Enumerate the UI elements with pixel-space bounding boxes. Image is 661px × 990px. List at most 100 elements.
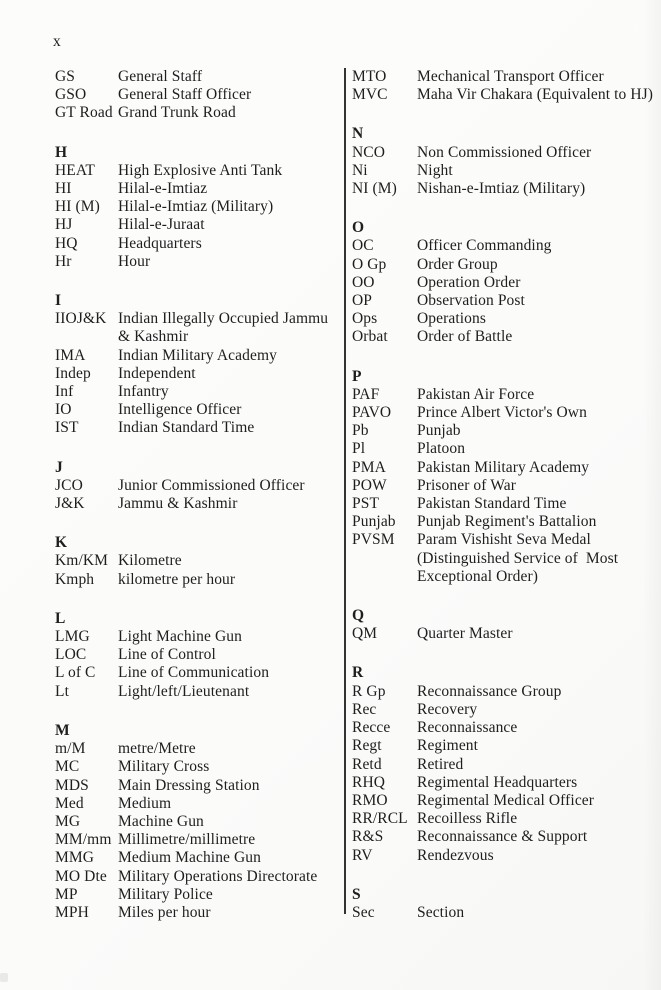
glossary-entry: GSO General Staff Officer [55,86,341,104]
glossary-entry: Rec Recovery [352,701,658,719]
abbreviation: Recce [352,719,391,737]
abbreviation: JCO [55,476,83,494]
glossary-entry: HI Hilal-e-Imtiaz [55,180,341,198]
definition: Headquarters [118,234,202,252]
glossary-entry: RHQ Regimental Headquarters [352,774,658,792]
glossary-section: GS General Staff GSO General Staff Officer G… [55,68,341,123]
section-header: M [55,721,70,739]
glossary-entry: OO Operation Order [352,274,658,292]
abbreviation: PAVO [352,404,392,422]
definition: Reconnaissance & Support [417,828,588,846]
abbreviation: Med [55,794,84,812]
abbreviation: LMG [55,628,90,646]
definition: Quarter Master [417,625,513,643]
glossary-entry: Kmph kilometre per hour [55,571,341,589]
abbreviation: IST [55,419,79,437]
abbreviation: PMA [352,458,386,476]
glossary-entry: IO Intelligence Officer [55,401,341,419]
glossary-entry: OC Officer Commanding [352,237,658,255]
abbreviation: Lt [55,682,69,700]
definition: General Staff Officer [118,86,252,104]
abbreviation: MG [55,812,81,830]
glossary-section: L LMG Light Machine Gun LOC Line of Control L… [55,610,341,701]
abbreviation: L of C [55,664,96,682]
definition: Recoilless Rifle [417,810,518,828]
glossary-entry: IIOJ&K Indian Illegally Occupied Jammu & … [55,310,341,346]
section-header: Q [352,607,365,625]
glossary-entry: MMG Medium Machine Gun [55,849,341,867]
glossary-entry: MM/mm Millimetre/millimetre [55,831,341,849]
definition: Light/left/Lieutenant [118,682,250,700]
glossary-entry: Ni Night [352,162,658,180]
abbreviation: HI (M) [55,198,100,216]
abbreviation: RV [352,846,373,864]
abbreviation: NCO [352,143,386,161]
abbreviation: Hr [55,252,72,270]
definition: Platoon [417,440,466,458]
glossary-entry: PST Pakistan Standard Time [352,495,658,513]
abbreviation: RMO [352,791,388,809]
glossary-section: K Km/KM Kilometre Kmph kilometre per hour [55,534,341,589]
definition: Rendezvous [417,846,494,864]
glossary-entry: NI (M) Nishan-e-Imtiaz (Military) [352,180,658,198]
definition: Pakistan Standard Time [417,495,567,513]
abbreviation: GSO [55,86,87,104]
definition: Pakistan Military Academy [417,458,590,476]
abbreviation: MVC [352,86,388,104]
abbreviation: R Gp [352,682,386,700]
definition: Hour [118,252,151,270]
abbreviation: MP [55,885,78,903]
glossary-entry: NCO Non Commissioned Officer [352,144,658,162]
abbreviation: Retd [352,755,382,773]
glossary-entry: QM Quarter Master [352,625,658,643]
abbreviation: NI (M) [352,180,397,198]
section-header: I [55,292,62,310]
glossary-entry: Regt Regiment [352,737,658,755]
definition: Punjab [417,422,461,440]
definition: Military Operations Directorate [118,867,318,885]
abbreviation: IO [55,401,72,419]
definition: Retired [417,755,464,773]
glossary-entry: L of C Line of Communication [55,664,341,682]
glossary-entry: Pb Punjab [352,422,658,440]
definition: Infantry [118,383,169,401]
glossary-entry: Sec Section [352,904,658,922]
glossary-entry: RR/RCL Recoilless Rifle [352,810,658,828]
definition: metre/Metre [118,740,196,758]
definition: Medium [118,794,172,812]
abbreviation: QM [352,625,378,643]
section-header: L [55,609,66,627]
abbreviation: OP [352,292,373,310]
abbreviation: MPH [55,903,89,921]
definition: Line of Communication [118,664,270,682]
definition: Intelligence Officer [118,401,242,419]
glossary-section: Q QM Quarter Master [352,607,658,643]
abbreviation: HQ [55,234,78,252]
glossary-entry: Inf Infantry [55,383,341,401]
definition: Punjab Regiment's Battalion [417,513,597,531]
abbreviation: Ni [352,161,368,179]
abbreviation: MM/mm [55,831,112,849]
glossary-section: MTO Mechanical Transport Officer MVC Maha V… [352,68,658,104]
glossary-entry: IST Indian Standard Time [55,419,341,437]
glossary-entry: HJ Hilal-e-Juraat [55,216,341,234]
abbreviation: Ops [352,310,378,328]
glossary-entry: Recce Reconnaissance [352,719,658,737]
definition: Param Vishisht Seva Medal (Distinguished… [417,531,619,585]
abbreviation: PAF [352,385,380,403]
scan-artifact [0,973,8,982]
definition: Operations [417,310,487,328]
definition: Medium Machine Gun [118,849,261,867]
glossary-entry: PMA Pakistan Military Academy [352,459,658,477]
definition: Recovery [417,700,478,718]
section-header: H [55,143,68,161]
glossary-entry: PVSM Param Vishisht Seva Medal (Distingui… [352,531,658,586]
definition: Indian Illegally Occupied Jammu & Kashmi… [118,310,329,346]
glossary-entry: LMG Light Machine Gun [55,628,341,646]
definition: Officer Commanding [417,237,552,255]
definition: Prince Albert Victor's Own [417,404,587,422]
abbreviation: MC [55,758,80,776]
abbreviation: R&S [352,828,384,846]
definition: Hilal-e-Imtiaz [118,180,208,198]
definition: Order Group [417,255,498,273]
